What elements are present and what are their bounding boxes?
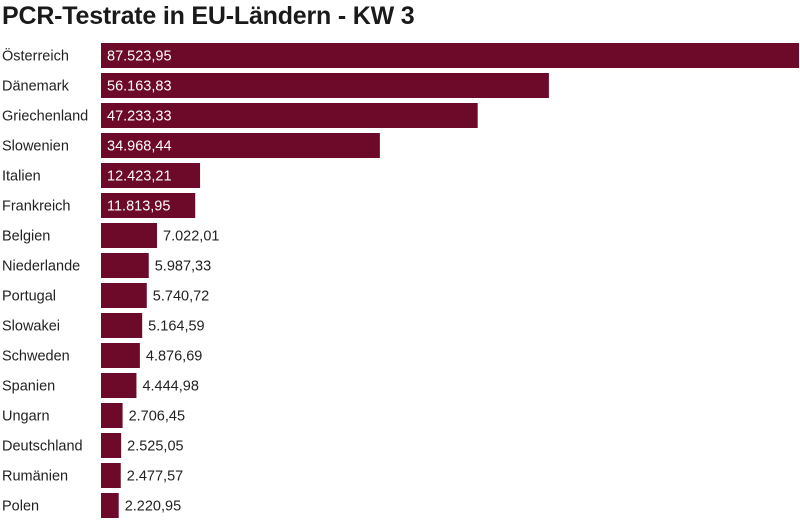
value-label: 5.164,59 [148, 319, 204, 335]
bar [101, 493, 119, 518]
bar-row: Italien 12.423,21 [2, 163, 201, 188]
bar [101, 163, 201, 188]
bar [101, 223, 158, 248]
value-label: 11.813,95 [107, 199, 170, 215]
bar-row: Schweden 4.876,69 [2, 343, 202, 368]
bar-row: Rumänien 2.477,57 [2, 463, 183, 488]
bar-row: Niederlande 5.987,33 [2, 253, 211, 278]
bar [101, 403, 123, 428]
category-label: Schweden [2, 349, 70, 365]
category-label: Slowakei [2, 319, 60, 335]
category-label: Griechenland [2, 109, 88, 125]
bar [101, 343, 140, 368]
value-label: 4.876,69 [146, 349, 202, 365]
bar [101, 313, 143, 338]
category-label: Spanien [2, 379, 55, 395]
value-label: 2.706,45 [129, 409, 185, 425]
category-label: Frankreich [2, 199, 71, 215]
value-label: 34.968,44 [107, 139, 172, 155]
value-label: 2.220,95 [125, 499, 181, 515]
bar [101, 73, 549, 98]
bar-row: Frankreich 11.813,95 [2, 193, 196, 218]
category-label: Italien [2, 169, 41, 185]
bar [101, 433, 122, 458]
bar [101, 373, 137, 398]
category-label: Rumänien [2, 469, 68, 485]
bar-row: Portugal 5.740,72 [2, 283, 209, 308]
category-label: Österreich [2, 47, 69, 65]
bar-row: Griechenland 47.233,33 [2, 103, 478, 128]
category-label: Deutschland [2, 439, 83, 455]
bar-row: Slowenien 34.968,44 [2, 133, 380, 158]
bar-row: Belgien 7.022,01 [2, 223, 219, 248]
bar [101, 253, 149, 278]
bar [101, 43, 799, 68]
category-label: Polen [2, 499, 39, 515]
bar-row: Dänemark 56.163,83 [2, 73, 549, 98]
value-label: 7.022,01 [163, 229, 219, 245]
value-label: 5.987,33 [155, 259, 211, 275]
bar [101, 193, 196, 218]
bar-row: Ungarn 2.706,45 [2, 403, 185, 428]
value-label: 5.740,72 [153, 289, 209, 305]
value-label: 2.525,05 [127, 439, 183, 455]
bar-row: Österreich 87.523,95 [2, 43, 799, 68]
value-label: 47.233,33 [107, 109, 172, 125]
category-label: Belgien [2, 229, 50, 245]
category-label: Slowenien [2, 139, 69, 155]
bar [101, 133, 380, 158]
value-label: 4.444,98 [142, 379, 198, 395]
value-label: 56.163,83 [107, 79, 172, 95]
category-label: Niederlande [2, 259, 80, 275]
bar [101, 463, 121, 488]
bar [101, 103, 478, 128]
value-label: 2.477,57 [127, 469, 183, 485]
chart-title: PCR-Testrate in EU-Ländern - KW 3 [2, 2, 415, 30]
value-label: 12.423,21 [107, 169, 172, 185]
category-label: Dänemark [2, 79, 70, 95]
value-label: 87.523,95 [107, 49, 172, 65]
category-label: Ungarn [2, 409, 50, 425]
bar-row: Deutschland 2.525,05 [2, 433, 184, 458]
bar-row: Spanien 4.444,98 [2, 373, 199, 398]
bar-row: Slowakei 5.164,59 [2, 313, 205, 338]
bar-row: Polen 2.220,95 [2, 493, 181, 518]
category-label: Portugal [2, 289, 56, 305]
bar [101, 283, 147, 308]
